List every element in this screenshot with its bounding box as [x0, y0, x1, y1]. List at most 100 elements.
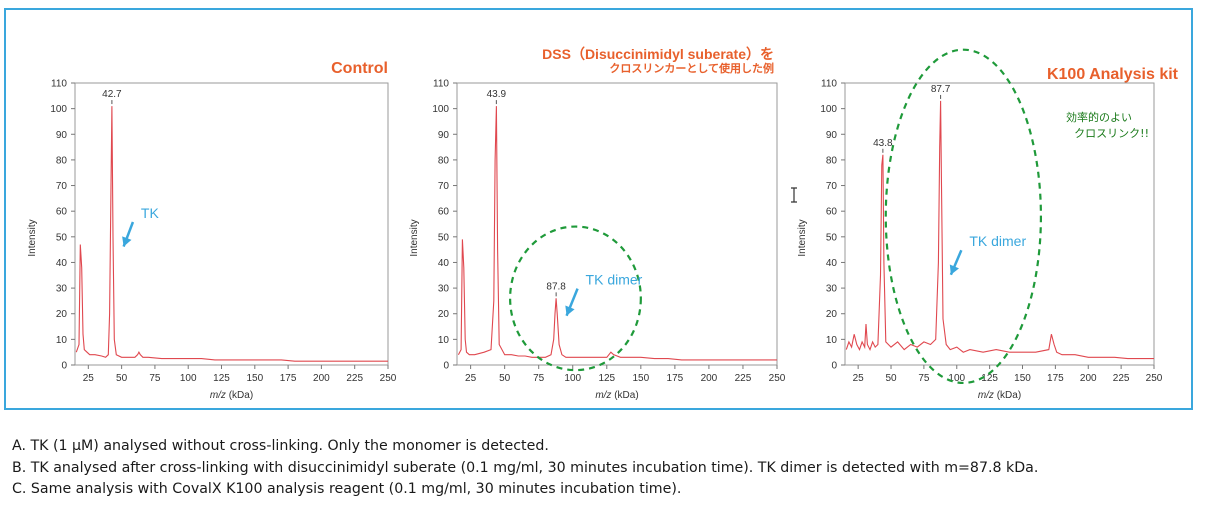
panel3-annotation-arrowhead	[949, 264, 960, 275]
panel2-ytick-label: 30	[438, 284, 450, 295]
panel1-ytick-label: 60	[56, 207, 68, 218]
panel2-xtick-label: 75	[533, 373, 545, 384]
panel2-xtick-label: 175	[667, 373, 684, 384]
panel2-xtick-label: 200	[701, 373, 718, 384]
caption-c: C. Same analysis with CovalX K100 analys…	[12, 481, 682, 497]
panel3-ytick-label: 60	[826, 207, 838, 218]
panel1-peak-label: 42.7	[102, 89, 122, 100]
panel1-annotation-arrowhead	[122, 236, 132, 247]
panel3-annotation-label: TK dimer	[969, 233, 1026, 249]
panel1-ytick-label: 10	[56, 335, 68, 346]
panel3-note-line-2: クロスリンク!!	[1074, 127, 1149, 140]
panel1-xtick-label: 200	[313, 373, 330, 384]
panel2-xlabel: m/z (kDa)	[595, 390, 638, 401]
panel1-ytick-label: 100	[50, 104, 67, 115]
panel2-xtick-label: 125	[598, 373, 615, 384]
panel3-ytick-label: 70	[826, 181, 838, 192]
panel1-xtick-label: 125	[213, 373, 230, 384]
panel1-xtick-label: 150	[246, 373, 263, 384]
panel2-ytick-label: 100	[432, 104, 449, 115]
panel2-ytick-label: 60	[438, 207, 450, 218]
panel3-ytick-label: 10	[826, 335, 838, 346]
panel3-ytick-label: 30	[826, 284, 838, 295]
panel1-xtick-label: 250	[380, 373, 397, 384]
panel2-ytick-label: 10	[438, 335, 450, 346]
panel3-ylabel: Intensity	[797, 219, 808, 256]
panel3-xtick-label: 100	[948, 373, 965, 384]
panel3-xtick-label: 175	[1047, 373, 1064, 384]
panel1-ytick-label: 0	[61, 361, 67, 372]
panel1-xtick-label: 50	[116, 373, 128, 384]
panel2-annotation-arrowhead	[565, 305, 575, 316]
panel2-ytick-label: 20	[438, 309, 450, 320]
panel1-xtick-label: 225	[346, 373, 363, 384]
panel2-xtick-label: 150	[632, 373, 649, 384]
panel2-ylabel: Intensity	[409, 219, 420, 256]
caption-a: A. TK (1 μM) analysed without cross-link…	[12, 438, 549, 454]
panel3-peak-label: 87.7	[931, 84, 951, 95]
panel3-ytick-label: 100	[820, 104, 837, 115]
panel1-ytick-label: 20	[56, 309, 68, 320]
panel3-peak-label: 43.8	[873, 138, 893, 149]
panel1-ytick-label: 70	[56, 181, 68, 192]
panel3-xtick-label: 150	[1014, 373, 1031, 384]
panel3-xtick-label: 200	[1080, 373, 1097, 384]
panel1-annotation-label: TK	[141, 205, 160, 221]
panel1-ytick-label: 50	[56, 232, 68, 243]
panel2-plot-area	[456, 82, 778, 366]
panel3-xtick-label: 125	[981, 373, 998, 384]
panel3-xtick-label: 75	[918, 373, 930, 384]
panel1-plot-area	[74, 82, 389, 366]
panel1-xtick-label: 25	[83, 373, 95, 384]
panel3-ytick-label: 40	[826, 258, 838, 269]
panel1-title: Control	[331, 60, 388, 77]
panel2-xtick-label: 25	[465, 373, 477, 384]
panel3-spectrum-line	[845, 100, 1154, 360]
panel3-xtick-label: 25	[853, 373, 865, 384]
panel2-ytick-label: 110	[433, 79, 449, 90]
panel3-ytick-label: 50	[826, 232, 838, 243]
figure-captions: A. TK (1 μM) analysed without cross-link…	[12, 436, 1038, 501]
panel3-ytick-label: 80	[826, 155, 838, 166]
panel2-ytick-label: 70	[438, 181, 450, 192]
panel3-ytick-label: 20	[826, 309, 838, 320]
text-cursor-icon	[791, 187, 797, 203]
panel1-xtick-label: 175	[280, 373, 297, 384]
panel3-xtick-label: 50	[885, 373, 897, 384]
panel2-peak-label: 87.8	[546, 281, 566, 292]
panel1-ytick-label: 30	[56, 284, 68, 295]
panel2-peak-label: 43.9	[487, 89, 507, 100]
panel2-xtick-label: 100	[564, 373, 581, 384]
panel2-spectrum-line	[457, 106, 777, 361]
panel2-ytick-label: 90	[438, 130, 450, 141]
panel2-ytick-label: 40	[438, 258, 450, 269]
panel1-xtick-label: 75	[149, 373, 161, 384]
panel2-title: DSS（Disuccinimidyl suberate）を	[542, 46, 774, 62]
panel2-xtick-label: 50	[499, 373, 511, 384]
panel3-ytick-label: 90	[826, 130, 838, 141]
panel2-xtick-label: 225	[735, 373, 752, 384]
panel3-xlabel: m/z (kDa)	[978, 390, 1021, 401]
panel3-title: K100 Analysis kit	[1047, 66, 1179, 83]
panel1-xlabel: m/z (kDa)	[210, 390, 253, 401]
panel2-xtick-label: 250	[769, 373, 786, 384]
panel2-subtitle: クロスリンカーとして使用した例	[609, 61, 774, 75]
panel3-plot-area	[844, 82, 1155, 366]
panel3-ytick-label: 110	[821, 79, 837, 90]
panel3-xtick-label: 225	[1113, 373, 1130, 384]
panel1-ytick-label: 40	[56, 258, 68, 269]
panel2-ytick-label: 0	[443, 361, 449, 372]
panel3-ytick-label: 0	[831, 361, 837, 372]
panel3-note-line-1: 効率的のよい	[1066, 110, 1132, 124]
panel1-xtick-label: 100	[180, 373, 197, 384]
panel2-annotation-label: TK dimer	[586, 272, 643, 288]
panel3-highlight-ellipse	[884, 48, 1043, 385]
panel1-ytick-label: 80	[56, 155, 68, 166]
caption-b: B. TK analysed after cross-linking with …	[12, 459, 1039, 476]
figure-frame: 0 10 20 30 40 50 60 70 80 90 100 110 25 50 75 100 125 150…	[4, 8, 1193, 410]
panel1-ytick-label: 90	[56, 130, 68, 141]
panel1-ytick-label: 110	[51, 79, 67, 90]
panel1-spectrum-line	[75, 106, 388, 362]
panel1-ylabel: Intensity	[27, 219, 38, 256]
